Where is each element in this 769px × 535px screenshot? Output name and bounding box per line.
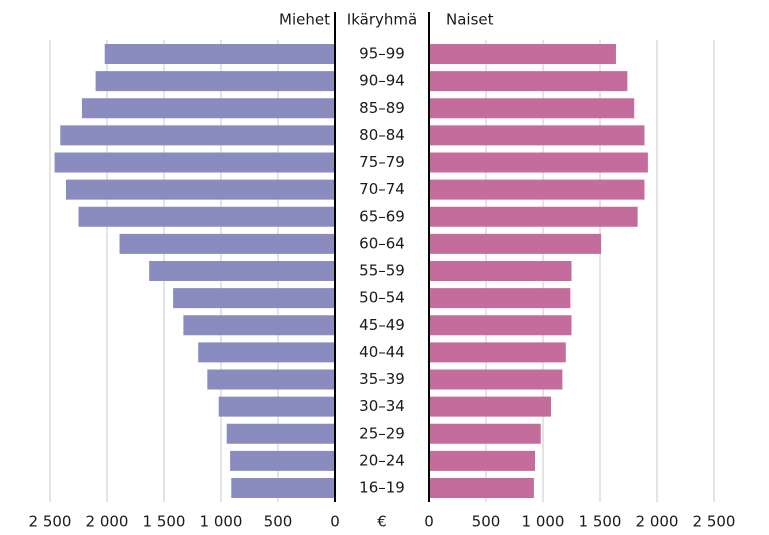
bar (429, 152, 648, 173)
bar (429, 450, 536, 471)
x-tick-label: 2 000 (86, 513, 129, 531)
bar (207, 369, 335, 390)
category-label: 80–84 (359, 126, 405, 144)
bar (429, 44, 616, 64)
bar (429, 261, 572, 281)
bar (54, 152, 336, 173)
x-tick-label: 500 (472, 513, 501, 531)
category-label: 70–74 (359, 180, 405, 198)
bar (65, 179, 336, 200)
bar (149, 261, 335, 281)
x-tick-label: 1 500 (143, 513, 186, 531)
bar (429, 423, 541, 444)
bar (60, 125, 335, 146)
category-label: 16–19 (359, 479, 405, 497)
x-tick-label: 2 500 (693, 513, 736, 531)
bar (429, 233, 602, 254)
bar (429, 315, 572, 336)
x-tick-label: 1 000 (522, 513, 565, 531)
bar (183, 315, 335, 336)
category-label: 95–99 (359, 45, 405, 63)
x-tick-label: 2 500 (29, 513, 72, 531)
x-tick-label: 0 (330, 513, 340, 531)
category-label: 35–39 (359, 370, 405, 388)
category-label: 40–44 (359, 343, 405, 361)
unit-label: € (377, 513, 387, 531)
bar (198, 342, 335, 363)
bar (429, 125, 645, 146)
bar (429, 396, 551, 417)
bar (226, 423, 335, 444)
bar (429, 478, 534, 498)
x-tick-label: 1 500 (579, 513, 622, 531)
bar (231, 478, 335, 498)
bar (429, 71, 628, 92)
bar (81, 98, 335, 119)
bar (429, 179, 645, 200)
bar (429, 342, 566, 363)
bar (173, 288, 335, 309)
bar (78, 206, 335, 227)
category-label: 20–24 (359, 451, 405, 469)
category-label: 65–69 (359, 207, 405, 225)
bar (429, 369, 563, 390)
x-tick-label: 0 (424, 513, 434, 531)
category-label: 55–59 (359, 262, 405, 280)
bar (429, 98, 635, 119)
bar (230, 450, 335, 471)
bar (218, 396, 335, 417)
bar (429, 206, 638, 227)
category-label: 90–94 (359, 72, 405, 90)
x-tick-label: 2 000 (636, 513, 679, 531)
center-header: Ikäryhmä (347, 11, 417, 29)
category-label: 25–29 (359, 424, 405, 442)
right-header: Naiset (446, 11, 494, 29)
bar (95, 71, 335, 92)
left-header: Miehet (279, 11, 330, 29)
category-label: 60–64 (359, 234, 405, 252)
bar (119, 233, 335, 254)
category-label: 75–79 (359, 153, 405, 171)
bar (104, 44, 335, 64)
category-label: 45–49 (359, 316, 405, 334)
category-label: 85–89 (359, 99, 405, 117)
bar (429, 288, 571, 309)
x-tick-label: 500 (264, 513, 293, 531)
category-label: 30–34 (359, 397, 405, 415)
category-label: 50–54 (359, 289, 405, 307)
x-tick-label: 1 000 (200, 513, 243, 531)
